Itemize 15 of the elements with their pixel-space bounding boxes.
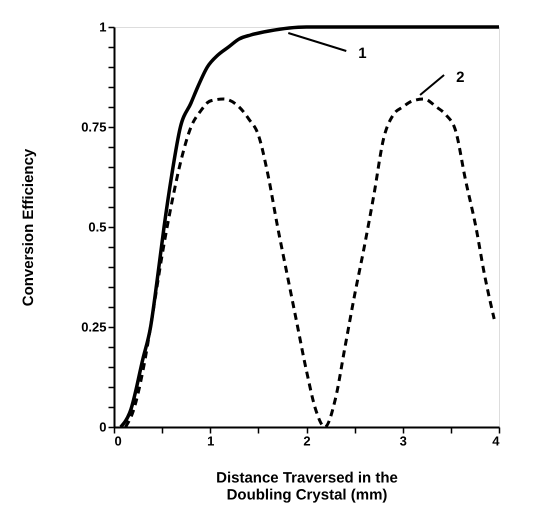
y-tick-label: 1 <box>99 20 106 34</box>
y-tick-label: 0 <box>99 420 106 434</box>
annotation: 2 <box>456 69 464 86</box>
x-tick-label: 0 <box>114 434 122 448</box>
y-tick-label: 0.75 <box>81 120 106 134</box>
y-tick-label: 0.5 <box>88 220 106 234</box>
annotation: 1 <box>358 45 367 62</box>
y-axis-title: Conversion Efficiency <box>20 148 38 306</box>
x-tick-label: 4 <box>492 434 500 448</box>
line-series <box>118 25 501 429</box>
x-tick-label: 2 <box>303 434 311 448</box>
x-tick-label: 1 <box>207 434 214 448</box>
x-axis-title: Distance Traversed in the Doubling Crystal (mm) <box>216 470 398 504</box>
y-tick-label: 0.25 <box>81 320 106 334</box>
x-tick-label: 3 <box>400 434 407 448</box>
